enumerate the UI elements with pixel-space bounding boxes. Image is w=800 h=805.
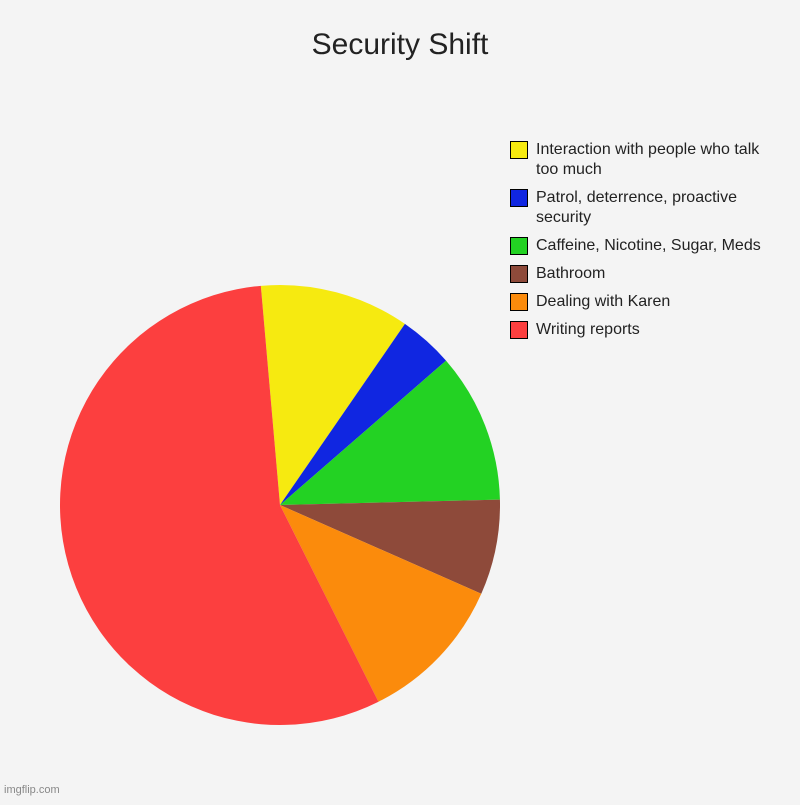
legend-swatch xyxy=(510,189,528,207)
legend-label: Dealing with Karen xyxy=(536,292,670,312)
legend-swatch xyxy=(510,321,528,339)
legend-label: Caffeine, Nicotine, Sugar, Meds xyxy=(536,236,761,256)
legend: Interaction with people who talk too muc… xyxy=(510,140,780,340)
legend-item: Writing reports xyxy=(510,320,780,340)
legend-label: Bathroom xyxy=(536,264,605,284)
legend-swatch xyxy=(510,237,528,255)
legend-item: Bathroom xyxy=(510,264,780,284)
legend-swatch xyxy=(510,141,528,159)
legend-label: Interaction with people who talk too muc… xyxy=(536,140,780,180)
legend-item: Dealing with Karen xyxy=(510,292,780,312)
legend-label: Patrol, deterrence, proactive security xyxy=(536,188,780,228)
watermark: imgflip.com xyxy=(4,784,60,796)
pie-chart xyxy=(0,0,800,805)
legend-label: Writing reports xyxy=(536,320,640,340)
legend-item: Caffeine, Nicotine, Sugar, Meds xyxy=(510,236,780,256)
legend-item: Patrol, deterrence, proactive security xyxy=(510,188,780,228)
legend-swatch xyxy=(510,293,528,311)
legend-swatch xyxy=(510,265,528,283)
legend-item: Interaction with people who talk too muc… xyxy=(510,140,780,180)
